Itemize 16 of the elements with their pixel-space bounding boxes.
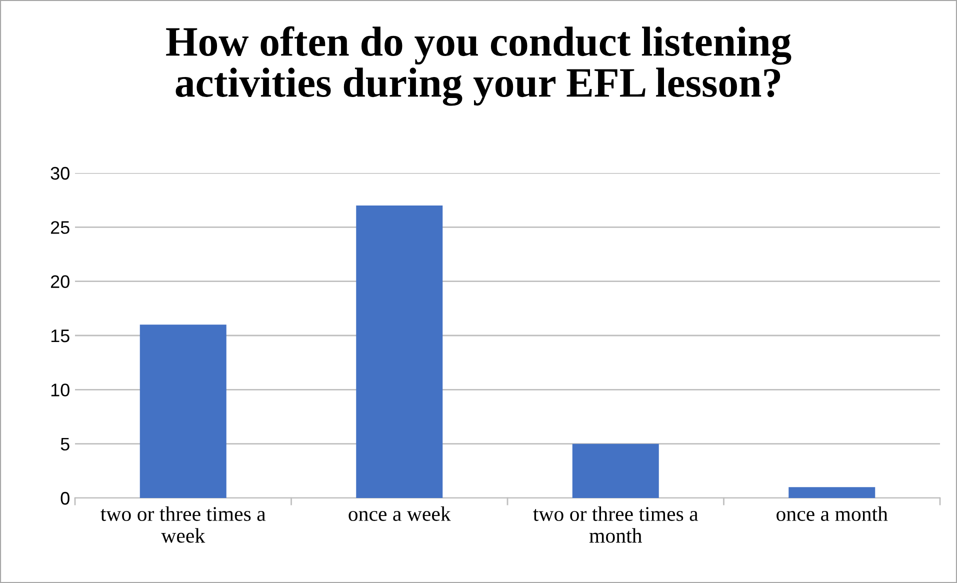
x-tick-label: once a month	[776, 506, 888, 521]
y-tick-label: 0	[60, 492, 70, 505]
bar	[788, 487, 876, 498]
chart-title: How often do you conduct listening activities during your EFL lesson?	[166, 26, 792, 106]
bar	[140, 324, 226, 498]
x-tick-label: two or three times a month	[533, 506, 698, 543]
y-tick-label: 30	[50, 166, 70, 180]
y-tick-label: 25	[50, 221, 70, 234]
x-tick-label: once a week	[348, 506, 451, 521]
x-tick-label: two or three times a week	[100, 506, 266, 543]
bar	[572, 444, 659, 498]
bar	[356, 206, 443, 498]
y-tick-label: 15	[51, 330, 70, 342]
y-tick-label: 10	[51, 384, 70, 396]
y-tick-label: 5	[60, 438, 70, 451]
y-tick-label: 20	[50, 275, 70, 288]
